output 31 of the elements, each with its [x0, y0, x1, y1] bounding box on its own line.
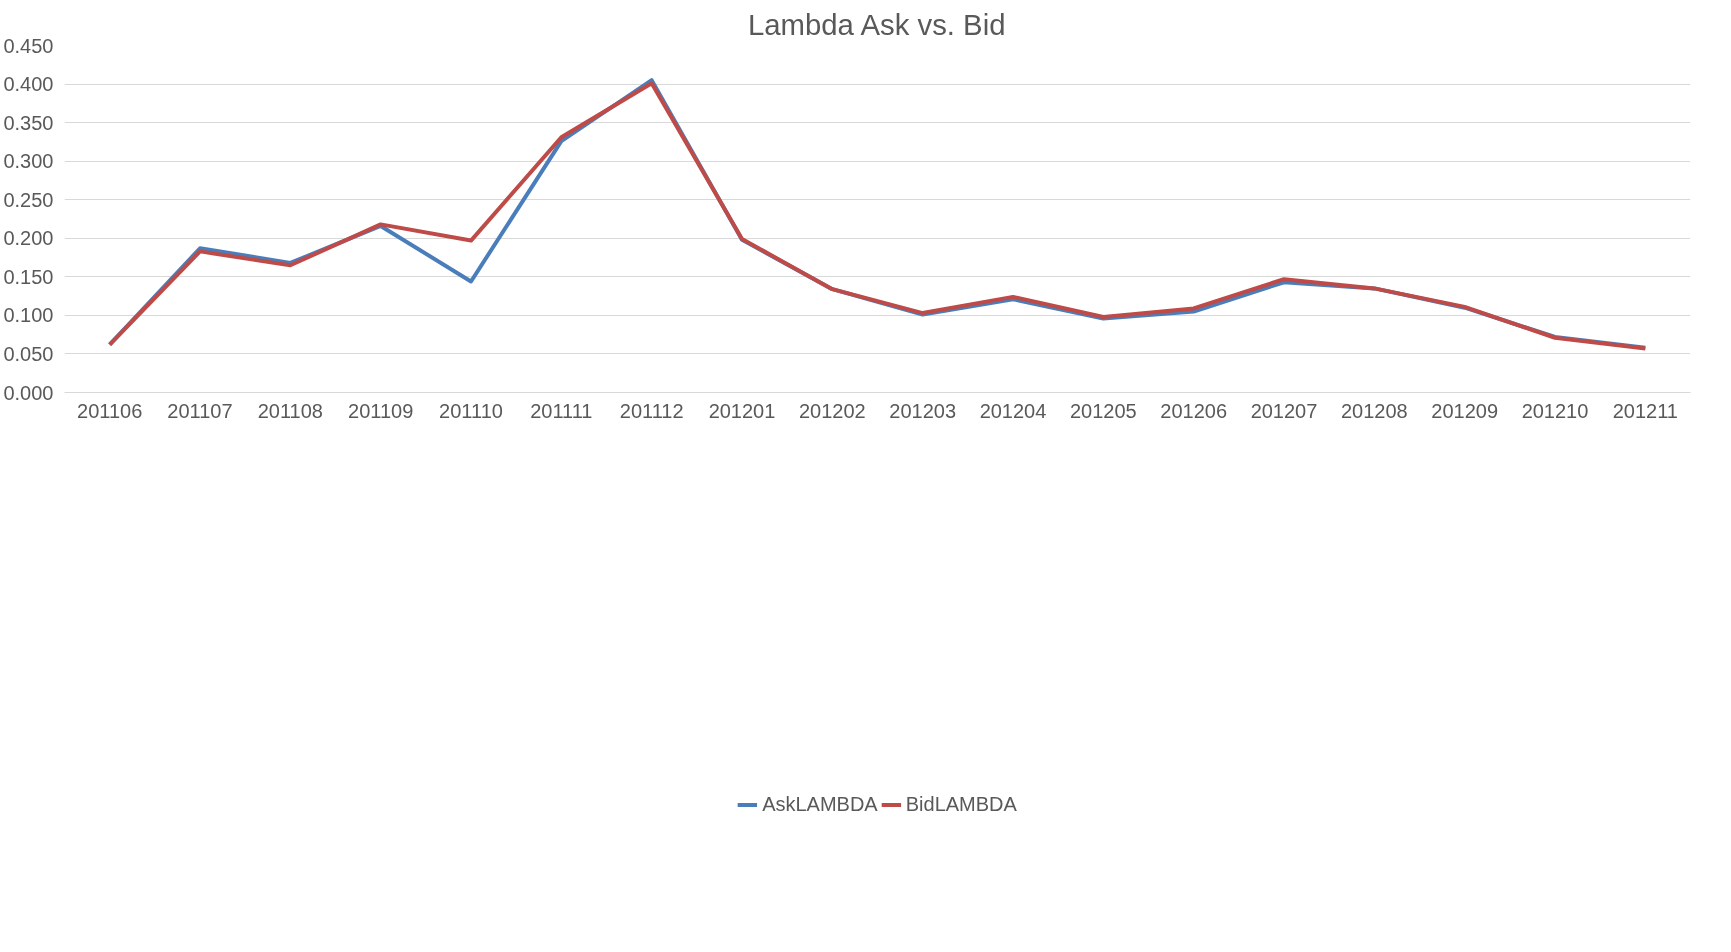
chart-title: Lambda Ask vs. Bid	[747, 7, 1006, 41]
x-tick-label: 201205	[1069, 399, 1137, 422]
x-tick-label: 201111	[530, 399, 593, 422]
x-tick-label: 201108	[257, 399, 323, 422]
legend-label: AskLAMBDA	[762, 792, 878, 816]
x-tick-label: 201202	[798, 399, 866, 422]
y-tick-label: 0.150	[3, 265, 54, 288]
y-tick-label: 0.000	[3, 381, 54, 404]
x-tick-label: 201107	[167, 399, 233, 422]
y-tick-label: 0.200	[3, 227, 54, 250]
x-tick-label: 201209	[1431, 399, 1499, 422]
x-tick-label: 201201	[708, 399, 776, 422]
x-tick-label: 201210	[1521, 399, 1589, 422]
legend-label: BidLAMBDA	[905, 792, 1017, 816]
x-tick-label: 201106	[77, 399, 143, 422]
y-tick-label: 0.450	[3, 34, 54, 57]
y-tick-label: 0.300	[3, 150, 54, 173]
x-tick-label: 201206	[1160, 399, 1228, 422]
y-tick-label: 0.350	[3, 111, 54, 134]
x-tick-label: 201110	[439, 399, 503, 422]
y-tick-label: 0.100	[3, 304, 54, 327]
x-tick-label: 201207	[1250, 399, 1318, 422]
y-tick-label: 0.400	[3, 73, 54, 96]
x-tick-label: 201208	[1340, 399, 1408, 422]
x-tick-label: 201109	[348, 399, 414, 422]
x-tick-label: 201211	[1612, 399, 1678, 422]
x-tick-label: 201112	[619, 399, 684, 422]
x-tick-label: 201204	[979, 399, 1047, 422]
y-tick-label: 0.050	[3, 342, 54, 365]
y-tick-label: 0.250	[3, 188, 54, 211]
x-tick-label: 201203	[889, 399, 957, 422]
